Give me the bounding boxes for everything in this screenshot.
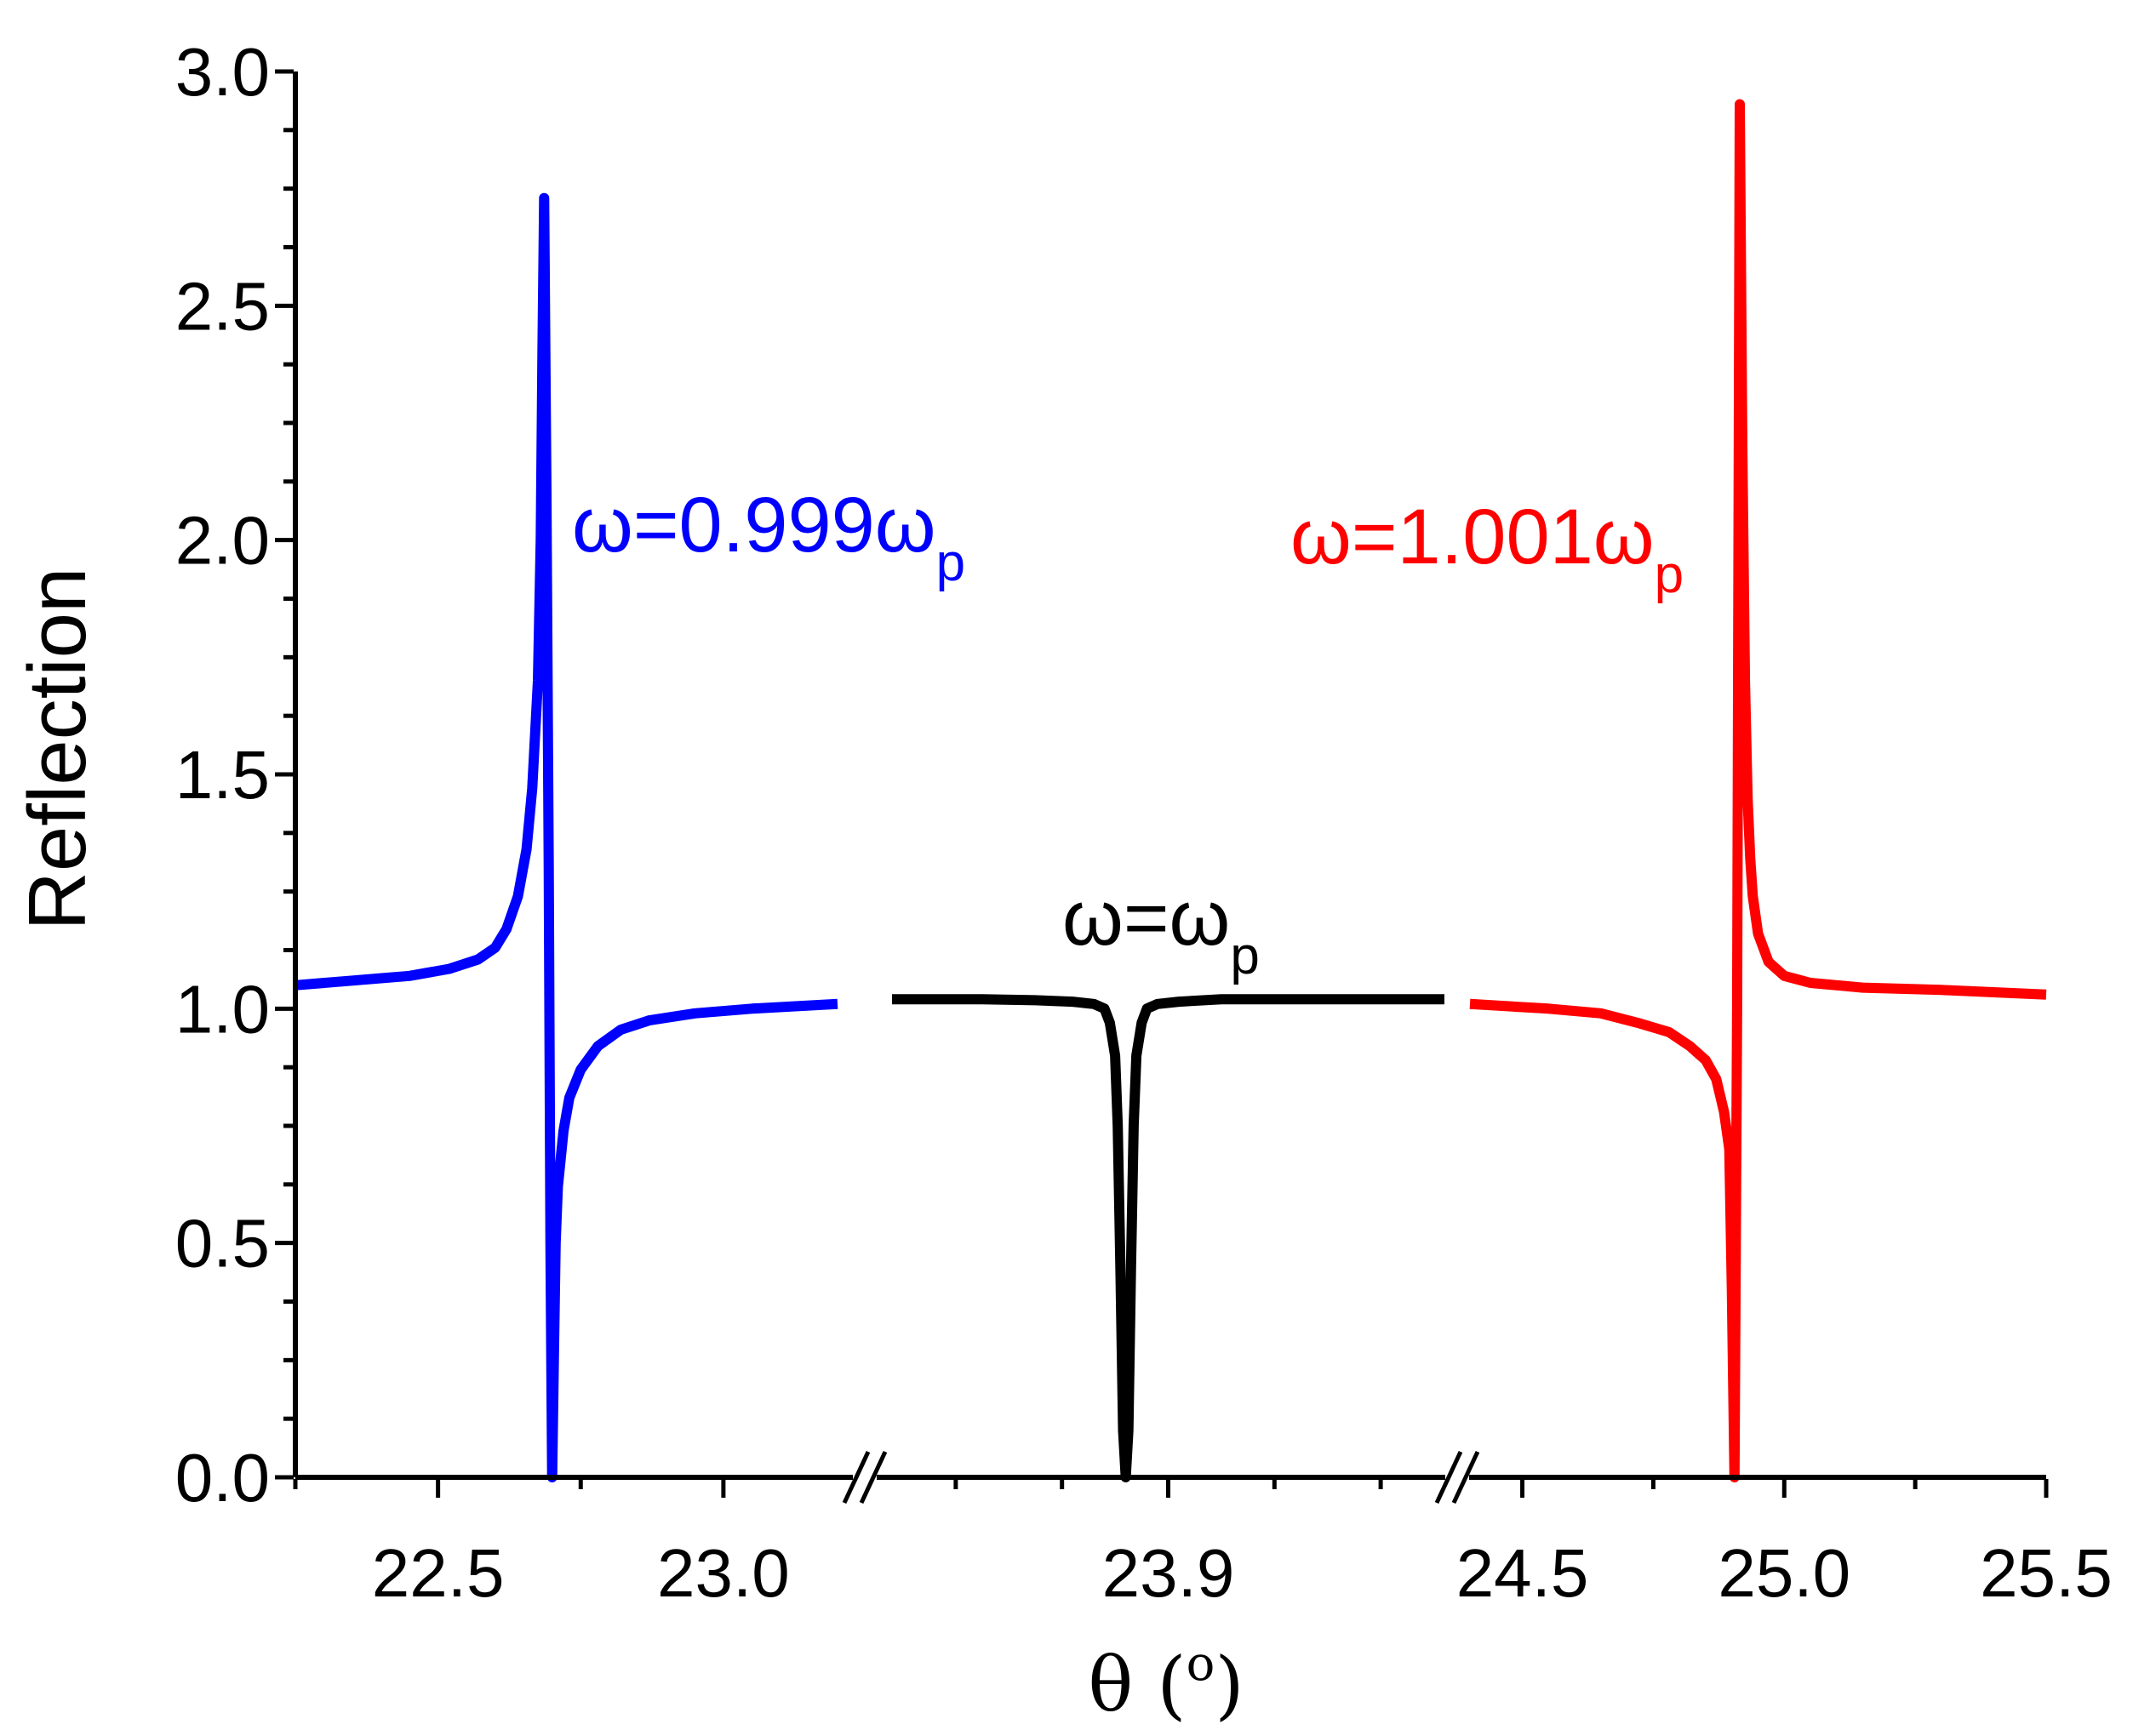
x-tick-label: 23.0 [657, 1535, 790, 1611]
annotation-black-main: ω=ω [1062, 875, 1230, 962]
x-tick-label: 24.5 [1456, 1535, 1589, 1611]
x-tick-label: 25.5 [1980, 1535, 2113, 1611]
x-axis-title: θ (o) [1088, 1636, 1244, 1728]
axis-break-mark [1434, 1450, 1463, 1505]
axis-break-mark [1451, 1450, 1480, 1505]
annotation-black-sub: p [1230, 927, 1259, 985]
y-tick-label: 1.5 [175, 737, 270, 813]
annotation-blue-sub: p [936, 534, 965, 592]
x-axis-title-main: θ ( [1088, 1641, 1186, 1728]
y-tick-label: 1.0 [175, 971, 270, 1047]
y-tick-label: 3.0 [175, 34, 270, 110]
axes-layer [293, 71, 2046, 1480]
series-line-2 [1469, 99, 2047, 1482]
x-axis-title-close: ) [1215, 1641, 1244, 1728]
annotation-blue: ω=0.999ωp [572, 482, 965, 592]
series-line-1 [892, 994, 1444, 1482]
axis-breaks [842, 1450, 1480, 1505]
axis-break-mark [859, 1450, 888, 1505]
y-axis-title: Reflection [12, 568, 103, 931]
x-tick-label: 25.0 [1718, 1535, 1850, 1611]
annotation-red: ω=1.001ωp [1290, 494, 1684, 604]
series-layer [295, 99, 2047, 1482]
x-tick-label: 22.5 [372, 1535, 505, 1611]
x-axis-title-degree: o [1187, 1636, 1215, 1692]
annotation-red-main: ω=1.001ω [1290, 494, 1655, 580]
y-tick-label: 0.5 [175, 1206, 270, 1282]
series-line-0 [295, 192, 838, 1482]
y-tick-label: 0.0 [175, 1440, 270, 1516]
tick-labels: 0.0 0.5 1.0 1.5 2.0 2.5 3.0 22.5 23.0 23.9 24.5 25.… [175, 34, 2113, 1611]
axis-break-mark [842, 1450, 871, 1505]
ticks-layer [275, 69, 2049, 1498]
annotation-black: ω=ωp [1062, 875, 1260, 985]
annotation-red-sub: p [1655, 545, 1684, 604]
y-tick-label: 2.5 [175, 268, 270, 344]
x-tick-label: 23.9 [1102, 1535, 1235, 1611]
y-tick-label: 2.0 [175, 503, 270, 579]
annotation-blue-main: ω=0.999ω [572, 482, 936, 568]
